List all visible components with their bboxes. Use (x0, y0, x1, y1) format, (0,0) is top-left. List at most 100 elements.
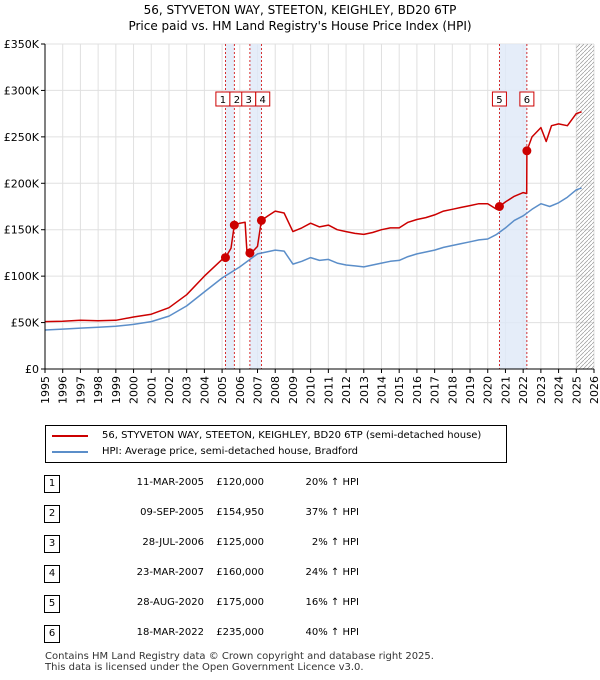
x-tick-label: 2004 (198, 376, 211, 404)
x-tick-label: 2008 (269, 376, 282, 404)
x-tick-label: 2021 (499, 376, 512, 404)
sale-number-badge: 2 (44, 505, 60, 523)
footer-copyright: Contains HM Land Registry data © Crown c… (45, 651, 434, 662)
y-tick-label: £350K (4, 38, 40, 51)
x-tick-label: 1995 (39, 376, 52, 404)
sale-label-text: 3 (246, 95, 252, 106)
x-tick-label: 1996 (57, 376, 70, 404)
x-tick-label: 2010 (305, 376, 318, 404)
x-tick-label: 2000 (128, 376, 141, 404)
x-tick-label: 2009 (287, 376, 300, 404)
x-tick-label: 2026 (588, 376, 600, 404)
sale-date: 09-SEP-2005 (140, 507, 204, 518)
sale-number-badge: 1 (44, 475, 60, 493)
footer: Contains HM Land Registry data © Crown c… (45, 651, 434, 673)
legend-swatch-property (52, 435, 88, 437)
legend: 56, STYVETON WAY, STEETON, KEIGHLEY, BD2… (45, 425, 507, 463)
chart-title: 56, STYVETON WAY, STEETON, KEIGHLEY, BD2… (143, 3, 457, 17)
y-tick-label: £250K (4, 131, 40, 144)
sale-point (229, 220, 239, 230)
y-tick-label: £100K (4, 270, 40, 283)
sale-point (220, 253, 230, 263)
x-tick-label: 2017 (429, 376, 442, 404)
sale-range-shade (249, 44, 262, 369)
table-row: 3 28-JUL-2006 £125,000 2% ↑ HPI (44, 535, 444, 555)
sale-hpi-diff: 37% ↑ HPI (305, 507, 359, 518)
sale-label-text: 5 (496, 95, 502, 106)
y-tick-label: £200K (4, 177, 40, 190)
sale-price: £154,950 (216, 507, 264, 518)
sale-label-text: 1 (220, 95, 226, 106)
x-tick-label: 2001 (145, 376, 158, 404)
sale-date: 11-MAR-2005 (136, 477, 204, 488)
legend-swatch-hpi (52, 451, 88, 453)
x-tick-label: 1998 (92, 376, 105, 404)
table-row: 1 11-MAR-2005 £120,000 20% ↑ HPI (44, 475, 444, 495)
table-row: 6 18-MAR-2022 £235,000 40% ↑ HPI (44, 625, 444, 645)
sale-label-box (491, 91, 507, 107)
y-tick-label: £300K (4, 84, 40, 97)
y-tick-label: £150K (4, 224, 40, 237)
x-tick-label: 2024 (553, 376, 566, 404)
x-tick-label: 2022 (517, 376, 530, 404)
sale-date: 28-AUG-2020 (136, 597, 204, 608)
sale-hpi-diff: 40% ↑ HPI (305, 627, 359, 638)
sale-number-badge: 3 (44, 535, 60, 553)
x-tick-label: 2018 (446, 376, 459, 404)
sale-price: £235,000 (216, 627, 264, 638)
x-tick-label: 2013 (358, 376, 371, 404)
sale-label-box (519, 91, 535, 107)
series-line-hpi (44, 187, 582, 331)
x-tick-label: 2023 (535, 376, 548, 404)
y-tick-label: £0 (25, 363, 39, 376)
axes: £0 £50K £100K £150K £200K £250K £300K £350K 1995… (4, 38, 600, 404)
sale-number-badge: 4 (44, 565, 60, 583)
sale-label-box (255, 91, 271, 107)
sale-hpi-diff: 16% ↑ HPI (305, 597, 359, 608)
x-tick-label: 1997 (74, 376, 87, 404)
x-tick-label: 2025 (570, 376, 583, 404)
sale-point (494, 202, 504, 211)
x-tick-label: 2016 (411, 376, 424, 404)
table-row: 2 09-SEP-2005 £154,950 37% ↑ HPI (44, 505, 444, 525)
chart-title-block: 56, STYVETON WAY, STEETON, KEIGHLEY, BD2… (0, 2, 600, 34)
x-tick-label: 2011 (322, 376, 335, 404)
sale-point (522, 146, 532, 156)
legend-label-property: 56, STYVETON WAY, STEETON, KEIGHLEY, BD2… (102, 430, 482, 441)
legend-label-hpi: HPI: Average price, semi-detached house,… (102, 446, 358, 457)
chart-subtitle: Price paid vs. HM Land Registry's House … (128, 19, 472, 33)
x-tick-label: 1999 (110, 376, 123, 404)
sale-price: £175,000 (216, 597, 264, 608)
sale-hpi-diff: 2% ↑ HPI (311, 537, 359, 548)
x-tick-label: 2002 (163, 376, 176, 404)
x-tick-label: 2006 (234, 376, 247, 404)
sale-point (245, 248, 255, 258)
x-tick-label: 2020 (482, 376, 495, 404)
sale-range-shade (225, 44, 235, 369)
x-tick-label: 2007 (252, 376, 265, 404)
table-row: 4 23-MAR-2007 £160,000 24% ↑ HPI (44, 565, 444, 585)
x-tick-label: 2012 (340, 376, 353, 404)
sale-label-text: 2 (234, 95, 240, 106)
sale-number-badge: 6 (44, 625, 60, 643)
sale-hpi-diff: 24% ↑ HPI (305, 567, 359, 578)
sale-price: £125,000 (216, 537, 264, 548)
sale-label-text: 4 (260, 95, 266, 106)
x-tick-label: 2005 (216, 376, 229, 404)
sale-date: 23-MAR-2007 (136, 567, 204, 578)
sale-number-badge: 5 (44, 595, 60, 613)
sale-price: £160,000 (216, 567, 264, 578)
sale-date: 28-JUL-2006 (142, 537, 204, 548)
x-tick-label: 2019 (464, 376, 477, 404)
sale-price: £120,000 (216, 477, 264, 488)
x-tick-label: 2003 (181, 376, 194, 404)
x-tick-label: 2014 (375, 376, 388, 404)
projection-hatch (576, 44, 594, 369)
footer-licence: This data is licensed under the Open Gov… (45, 662, 364, 673)
sale-date: 18-MAR-2022 (136, 627, 204, 638)
sale-label-text: 6 (524, 95, 530, 106)
sale-markers (220, 146, 532, 263)
sale-point (256, 215, 266, 225)
